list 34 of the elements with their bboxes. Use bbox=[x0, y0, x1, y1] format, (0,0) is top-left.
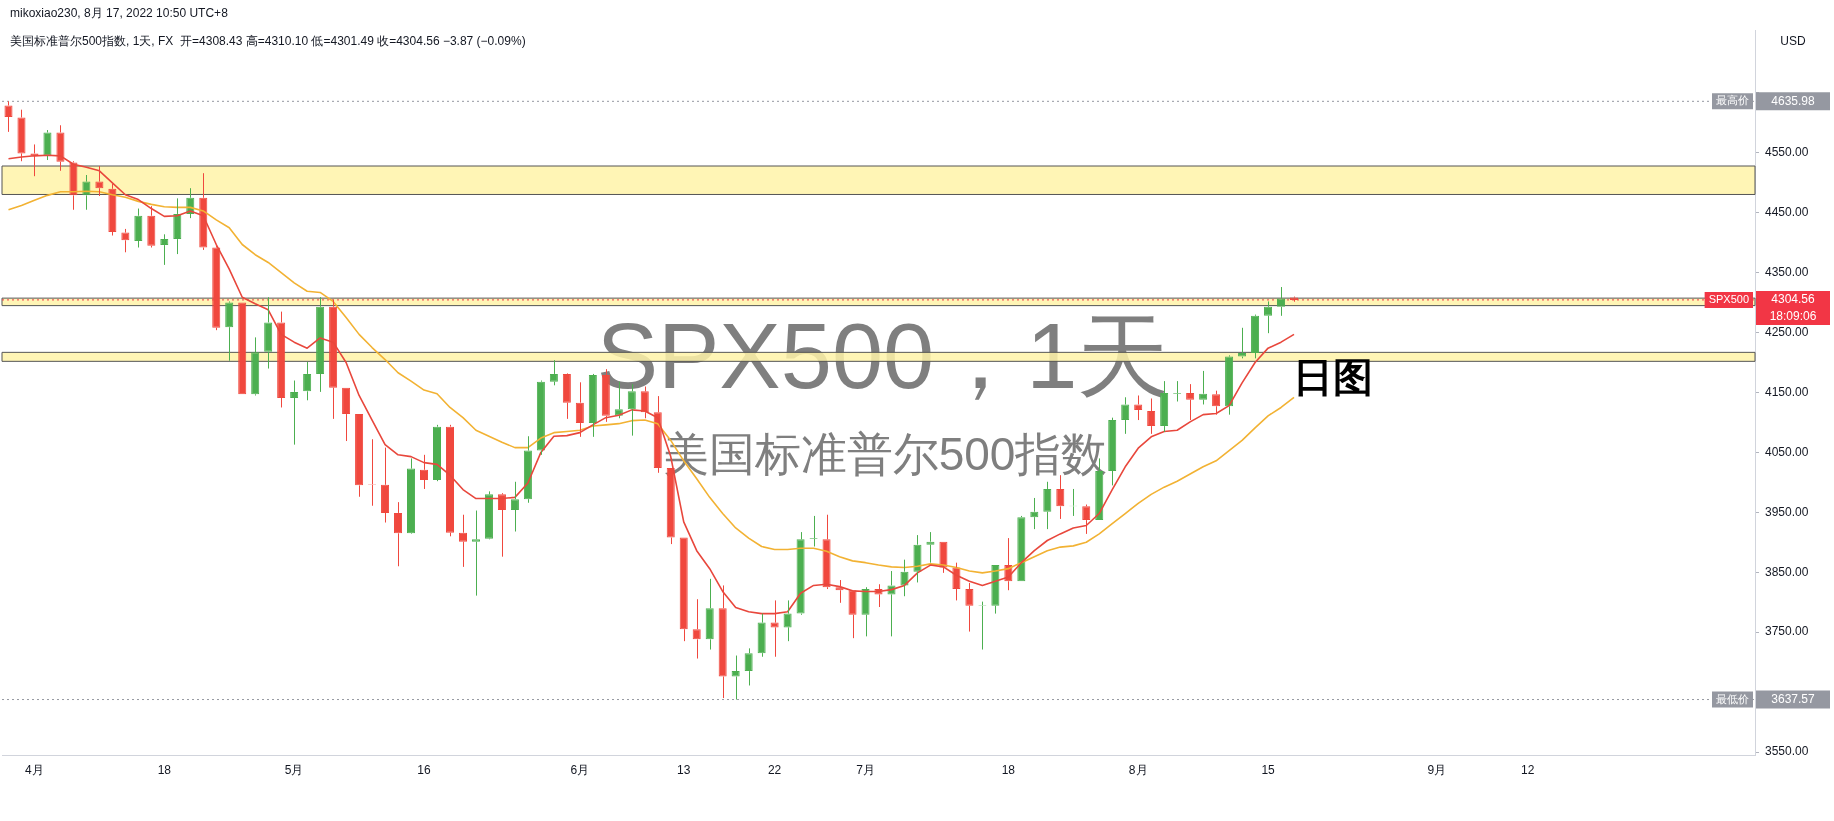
x-tick-label: 15 bbox=[1261, 762, 1276, 777]
y-tick-label: 4150.00 bbox=[1765, 384, 1809, 399]
text: 3637.57 bbox=[1771, 691, 1816, 706]
y-tick-label: 4550.00 bbox=[1765, 145, 1809, 160]
y-tick-label: 3750.00 bbox=[1765, 624, 1809, 639]
ref-line-label: SPX500 bbox=[1708, 292, 1750, 305]
x-tick-label: 9月 bbox=[1427, 762, 1447, 777]
x-tick-label: 18 bbox=[157, 762, 172, 777]
y-tick-label: 4450.00 bbox=[1765, 205, 1809, 220]
x-tick-label: 16 bbox=[417, 762, 432, 777]
y-tick-label: 4250.00 bbox=[1765, 324, 1809, 339]
y-tick-label: 3850.00 bbox=[1765, 564, 1809, 579]
y-axis-title: USD bbox=[1780, 34, 1806, 49]
y-tick-label: 4350.00 bbox=[1765, 264, 1809, 279]
ref-line-label: 最高价 bbox=[1716, 94, 1749, 107]
y-tick-label: 3950.00 bbox=[1765, 504, 1809, 519]
x-tick-label: 8月 bbox=[1128, 762, 1148, 777]
x-tick-label: 6月 bbox=[570, 762, 590, 777]
x-tick-label: 13 bbox=[677, 762, 691, 777]
x-tick-label: 4月 bbox=[25, 762, 44, 777]
x-tick-label: 5月 bbox=[284, 762, 304, 777]
x-tick-label: 7月 bbox=[856, 762, 875, 777]
text: 4635.98 bbox=[1771, 93, 1816, 108]
text: mikoxiao230, 8月 17, 2022 10:50 UTC+8 bbox=[10, 6, 229, 21]
y-tick-label: 4050.00 bbox=[1765, 444, 1809, 459]
text: 4304.56 bbox=[1771, 292, 1816, 307]
x-tick-label: 12 bbox=[1521, 762, 1535, 777]
ref-line-label: 最低价 bbox=[1716, 692, 1749, 705]
annotation: 日图 bbox=[1293, 355, 1373, 400]
x-tick-label: 22 bbox=[767, 762, 782, 777]
x-tick-label: 18 bbox=[1001, 762, 1016, 777]
text: 18:09:06 bbox=[1769, 309, 1817, 324]
y-tick-label: 3550.00 bbox=[1765, 744, 1809, 759]
annotation: 美国标准普尔500指数, 1天, FX 开=4308.43 高=4310.10 低=4301.49 收=4304.56 −3.87 (−0.09%) bbox=[10, 34, 526, 49]
